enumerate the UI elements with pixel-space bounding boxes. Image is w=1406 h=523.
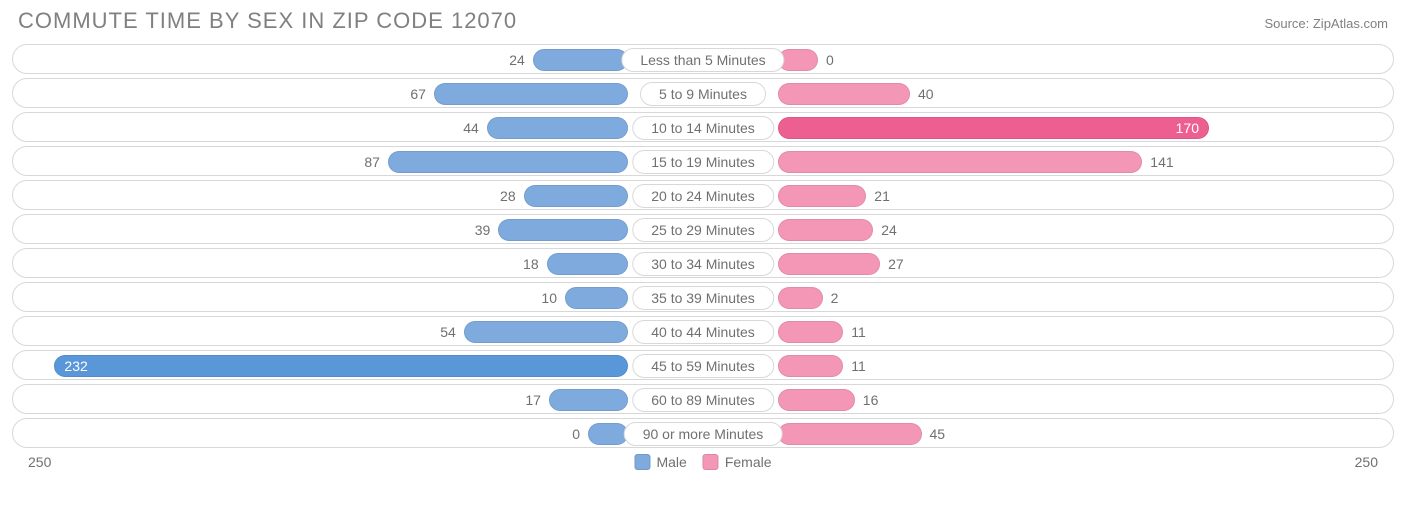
bar-male [549, 389, 628, 411]
legend-item-female: Female [703, 454, 772, 470]
legend-label-female: Female [725, 454, 772, 470]
bar-male [524, 185, 628, 207]
category-label: 25 to 29 Minutes [632, 218, 774, 242]
legend-item-male: Male [634, 454, 686, 470]
value-female: 11 [851, 317, 866, 346]
swatch-female [703, 454, 719, 470]
value-female: 0 [826, 45, 834, 74]
category-label: 30 to 34 Minutes [632, 252, 774, 276]
bar-female [778, 253, 880, 275]
swatch-male [634, 454, 650, 470]
chart-row: 67 40 5 to 9 Minutes [12, 78, 1394, 108]
category-label: 40 to 44 Minutes [632, 320, 774, 344]
chart-row: 44 170 10 to 14 Minutes [12, 112, 1394, 142]
value-male: 54 [440, 317, 456, 346]
category-label: 20 to 24 Minutes [632, 184, 774, 208]
chart-footer: 250 Male Female 250 [12, 454, 1394, 480]
value-female: 141 [1150, 147, 1173, 176]
value-female: 40 [918, 79, 934, 108]
bar-male [533, 49, 628, 71]
chart-row: 18 27 30 to 34 Minutes [12, 248, 1394, 278]
value-male: 28 [500, 181, 516, 210]
chart-row: 10 2 35 to 39 Minutes [12, 282, 1394, 312]
value-female: 16 [863, 385, 879, 414]
bar-male [388, 151, 628, 173]
value-male: 44 [463, 113, 479, 142]
legend-label-male: Male [656, 454, 686, 470]
category-label: 10 to 14 Minutes [632, 116, 774, 140]
bar-male [498, 219, 628, 241]
value-male: 18 [523, 249, 539, 278]
value-female: 11 [851, 351, 866, 380]
chart-rows: 24 0 Less than 5 Minutes 67 40 5 to 9 Minutes… [12, 44, 1394, 448]
category-label: 90 or more Minutes [624, 422, 783, 446]
bar-female [778, 83, 910, 105]
axis-max-right: 250 [1355, 454, 1378, 470]
bar-male [464, 321, 628, 343]
chart-row: 232 11 45 to 59 Minutes [12, 350, 1394, 380]
value-male: 232 [64, 351, 87, 380]
chart-row: 87 141 15 to 19 Minutes [12, 146, 1394, 176]
bar-male [588, 423, 628, 445]
bar-female [778, 117, 1209, 139]
value-female: 170 [1176, 113, 1199, 142]
bar-female [778, 219, 873, 241]
value-male: 67 [410, 79, 426, 108]
bar-male [54, 355, 628, 377]
axis-max-left: 250 [28, 454, 51, 470]
value-male: 24 [509, 45, 525, 74]
legend: Male Female [634, 454, 771, 470]
bar-female [778, 151, 1142, 173]
bar-female [778, 287, 823, 309]
bar-male [434, 83, 628, 105]
bar-male [547, 253, 628, 275]
category-label: 35 to 39 Minutes [632, 286, 774, 310]
chart-header: COMMUTE TIME BY SEX IN ZIP CODE 12070 So… [12, 8, 1394, 44]
bar-female [778, 185, 866, 207]
bar-female [778, 321, 843, 343]
value-male: 10 [541, 283, 557, 312]
bar-male [565, 287, 628, 309]
bar-female [778, 423, 922, 445]
value-female: 45 [930, 419, 946, 448]
category-label: 45 to 59 Minutes [632, 354, 774, 378]
value-female: 2 [831, 283, 839, 312]
chart-row: 54 11 40 to 44 Minutes [12, 316, 1394, 346]
category-label: 5 to 9 Minutes [640, 82, 766, 106]
chart-row: 17 16 60 to 89 Minutes [12, 384, 1394, 414]
chart-row: 39 24 25 to 29 Minutes [12, 214, 1394, 244]
value-male: 0 [572, 419, 580, 448]
category-label: 60 to 89 Minutes [632, 388, 774, 412]
chart-source: Source: ZipAtlas.com [1264, 16, 1388, 31]
category-label: Less than 5 Minutes [621, 48, 784, 72]
chart-row: 0 45 90 or more Minutes [12, 418, 1394, 448]
value-female: 27 [888, 249, 904, 278]
value-male: 17 [525, 385, 541, 414]
value-male: 87 [364, 147, 380, 176]
bar-female [778, 355, 843, 377]
value-female: 21 [874, 181, 890, 210]
chart-row: 28 21 20 to 24 Minutes [12, 180, 1394, 210]
value-female: 24 [881, 215, 897, 244]
bar-female [778, 389, 855, 411]
chart-title: COMMUTE TIME BY SEX IN ZIP CODE 12070 [18, 8, 517, 34]
value-male: 39 [475, 215, 491, 244]
category-label: 15 to 19 Minutes [632, 150, 774, 174]
bar-male [487, 117, 628, 139]
chart-row: 24 0 Less than 5 Minutes [12, 44, 1394, 74]
